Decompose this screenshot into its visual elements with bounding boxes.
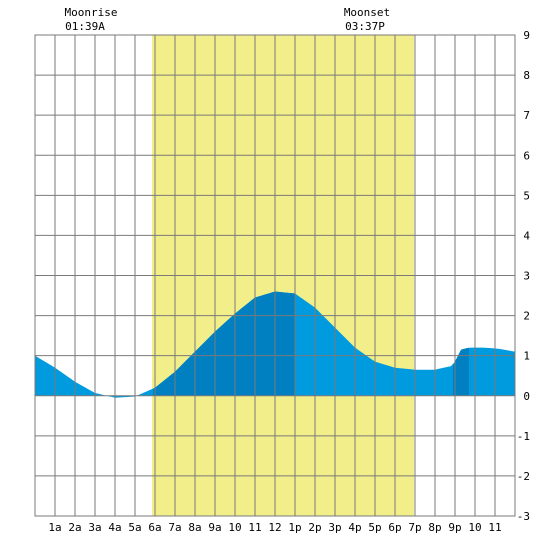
x-tick-label: 7a <box>168 521 181 534</box>
x-tick-label: 11 <box>488 521 501 534</box>
x-axis-ticks: 1a 2a 3a 4a 5a 6a 7a 8a 9a 10 11 12 1p 2p 3p 4p 5p 6p 7p 8p… <box>48 521 501 534</box>
x-tick-label: 2p <box>308 521 321 534</box>
y-tick-label: 1 <box>523 350 530 363</box>
x-tick-label: 8p <box>428 521 441 534</box>
x-tick-label: 1p <box>288 521 301 534</box>
tide-area-shade <box>453 347 469 396</box>
x-tick-label: 6a <box>148 521 161 534</box>
x-tick-label: 12 <box>268 521 281 534</box>
x-tick-label: 9p <box>448 521 461 534</box>
x-tick-label: 5p <box>368 521 381 534</box>
moonset-time: 03:37P <box>345 20 385 33</box>
moonset-title: Moonset <box>344 6 390 19</box>
y-axis-ticks: 9 8 7 6 5 4 3 2 1 0 -1 -2 -3 <box>517 29 531 523</box>
x-tick-label: 3a <box>88 521 101 534</box>
grid <box>35 34 515 517</box>
x-tick-label: 10 <box>228 521 241 534</box>
y-tick-label: 3 <box>523 270 530 283</box>
moonrise-title: Moonrise <box>65 6 118 19</box>
y-tick-label: -3 <box>517 510 530 523</box>
plot-border <box>34 34 516 517</box>
y-tick-label: 2 <box>523 310 530 323</box>
x-tick-label: 7p <box>408 521 421 534</box>
y-tick-label: -1 <box>517 430 530 443</box>
x-tick-label: 10 <box>468 521 481 534</box>
x-tick-label: 3p <box>328 521 341 534</box>
y-tick-label: 9 <box>523 29 530 42</box>
tide-area-shade <box>153 291 295 396</box>
y-tick-label: 6 <box>523 149 530 162</box>
x-tick-label: 4p <box>348 521 361 534</box>
y-tick-label: 0 <box>523 390 530 403</box>
y-tick-label: -2 <box>517 470 530 483</box>
x-tick-label: 1a <box>48 521 61 534</box>
y-tick-label: 7 <box>523 109 530 122</box>
y-tick-label: 5 <box>523 189 530 202</box>
x-tick-label: 2a <box>68 521 81 534</box>
y-tick-label: 8 <box>523 69 530 82</box>
x-tick-label: 9a <box>208 521 221 534</box>
x-tick-label: 11 <box>248 521 261 534</box>
plot-frame <box>34 34 516 517</box>
x-tick-label: 5a <box>128 521 141 534</box>
x-tick-label: 6p <box>388 521 401 534</box>
y-tick-label: 4 <box>523 229 530 242</box>
x-tick-label: 8a <box>188 521 201 534</box>
x-tick-label: 4a <box>108 521 121 534</box>
moonrise-time: 01:39A <box>65 20 105 33</box>
